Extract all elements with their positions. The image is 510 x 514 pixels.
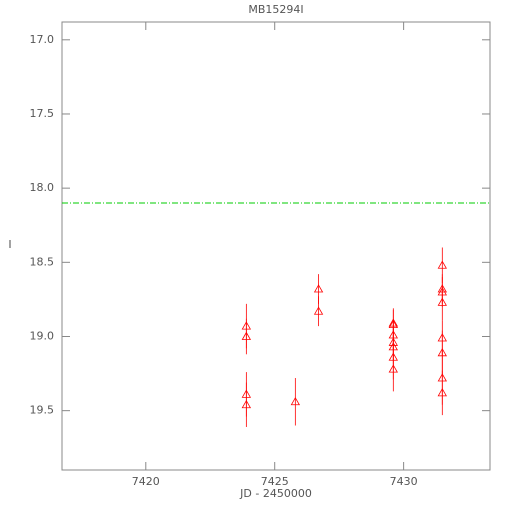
x-tick-label: 7430 <box>390 475 418 488</box>
y-tick-label: 17.5 <box>30 107 55 120</box>
y-tick-label: 17.0 <box>30 33 55 46</box>
point <box>313 284 324 293</box>
y-tick-label: 18.5 <box>30 255 55 268</box>
point <box>241 399 252 409</box>
point <box>437 297 447 306</box>
point <box>437 260 447 269</box>
y-tick-label: 19.5 <box>30 404 55 417</box>
point <box>290 396 301 406</box>
plot-frame <box>61 21 491 471</box>
x-tick-label: 7420 <box>132 475 160 488</box>
point <box>241 331 252 340</box>
point <box>313 306 324 315</box>
y-tick-label: 19.0 <box>30 329 55 342</box>
y-axis-label: I <box>8 238 11 251</box>
x-axis-label: JD - 2450000 <box>239 487 312 500</box>
point <box>388 364 399 373</box>
chart-title: MB15294I <box>248 3 303 16</box>
x-tick-label: 7425 <box>261 475 289 488</box>
y-tick-label: 18.0 <box>30 181 55 194</box>
point <box>437 388 447 397</box>
